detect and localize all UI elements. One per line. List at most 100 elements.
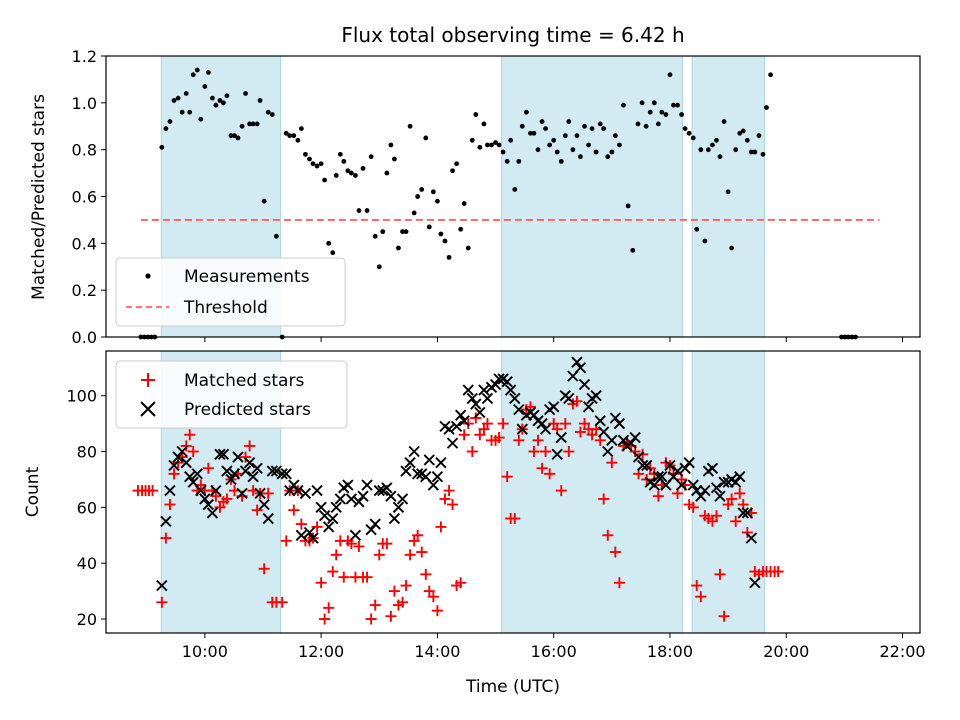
measurement-point [551,137,557,143]
measurement-point [539,119,545,124]
predicted-stars-point [311,484,323,497]
matched-stars-point [613,577,625,589]
matched-stars-point [730,515,742,527]
measurement-point [322,177,328,183]
matched-stars-point [609,546,621,558]
measurement-point [235,135,241,141]
measurement-point [760,151,766,157]
predicted-stars-point [462,384,474,396]
matched-stars-point [214,501,226,513]
measurement-point [710,142,715,148]
measurement-point [283,130,289,136]
measurement-point [430,189,436,195]
measurement-point [586,142,591,148]
y-tick-label: 0.6 [72,188,97,207]
measurement-point [167,119,173,124]
measurement-points [138,67,858,340]
predicted-stars-point [353,496,365,508]
measurement-point [612,133,618,139]
predicted-stars-point [714,490,726,502]
measurement-point [307,156,312,162]
matched-stars-point [397,596,409,608]
predicted-stars-point [217,448,230,460]
measurement-point [605,154,611,160]
predicted-stars-point [629,431,641,444]
measurement-point [493,140,498,146]
matched-stars-point [280,535,292,547]
matched-stars-point [481,418,493,430]
matched-stars-point [458,429,470,441]
measurement-point [326,240,332,246]
predicted-stars-point [357,490,369,502]
predicted-stars-point [516,423,528,435]
predicted-stars-point [613,417,626,430]
predicted-stars-point [730,476,742,488]
predicted-stars-point [749,577,761,589]
measurement-point [291,133,297,139]
predicted-stars-point [513,403,525,416]
predicted-stars-point [315,501,327,514]
measurement-point [239,123,245,129]
measurement-point [528,130,533,136]
measurement-point [635,121,641,127]
predicted-stars-point [625,437,637,449]
matched-stars-point [210,490,222,502]
matched-stars-point [772,566,784,578]
measurement-point [630,247,636,253]
predicted-stars-point [481,392,494,405]
matched-stars-point [718,610,730,622]
measurement-point [562,133,568,139]
predicted-stars-point [691,484,703,497]
measurement-point [679,112,685,117]
predicted-stars-point [365,524,377,536]
measurement-point [733,147,739,153]
matched-stars-point [164,499,176,511]
matched-stars-point [180,440,192,452]
predicted-stars-point [221,465,233,477]
measurement-point [454,161,460,167]
x-tick-label: 12:00 [298,642,344,661]
predicted-stars-point [664,459,676,472]
measurement-point [694,226,700,232]
measurement-point [523,109,529,115]
predicted-stars-point [318,510,331,522]
predicted-stars-point [404,457,416,469]
predicted-stars-point [168,459,180,472]
measurement-point [702,238,708,244]
predicted-stars-point [243,457,256,469]
measurement-point [368,154,374,160]
predicted-stars-point [501,376,513,388]
x-tick-label: 18:00 [647,642,693,661]
matched-stars-point [361,571,373,583]
measurement-point [396,245,401,251]
matched-stars-point [695,591,707,603]
predicted-stars-point [361,479,373,491]
measurement-point [458,226,464,232]
matched-stars-point [373,549,385,561]
predicted-stars-point [160,515,172,527]
predicted-stars-point [262,512,274,525]
measurement-point [175,95,181,101]
matched-stars-point [443,485,455,497]
measurement-point [391,156,397,162]
measurement-point [250,121,256,127]
predicted-stars-point [164,484,176,497]
predicted-stars-point [435,457,447,469]
predicted-stars-point [710,482,723,494]
predicted-stars-point [454,409,467,421]
y-tick-label: 40 [77,554,97,573]
measurement-point [705,147,711,153]
predicted-stars-point [450,420,463,433]
legend-marker-predicted [140,401,156,417]
x-tick-label: 22:00 [880,642,926,661]
matched-stars-point [311,521,323,533]
matched-stars-point [711,510,722,522]
observing-window-span [691,55,766,338]
measurement-point [609,149,615,155]
matched-stars-point [497,418,509,430]
predicted-stars-point [303,526,316,539]
measurement-point [318,161,324,167]
matched-stars-point [598,493,610,505]
legend-label-matched: Matched stars [184,371,304,391]
measurement-point [682,126,688,131]
